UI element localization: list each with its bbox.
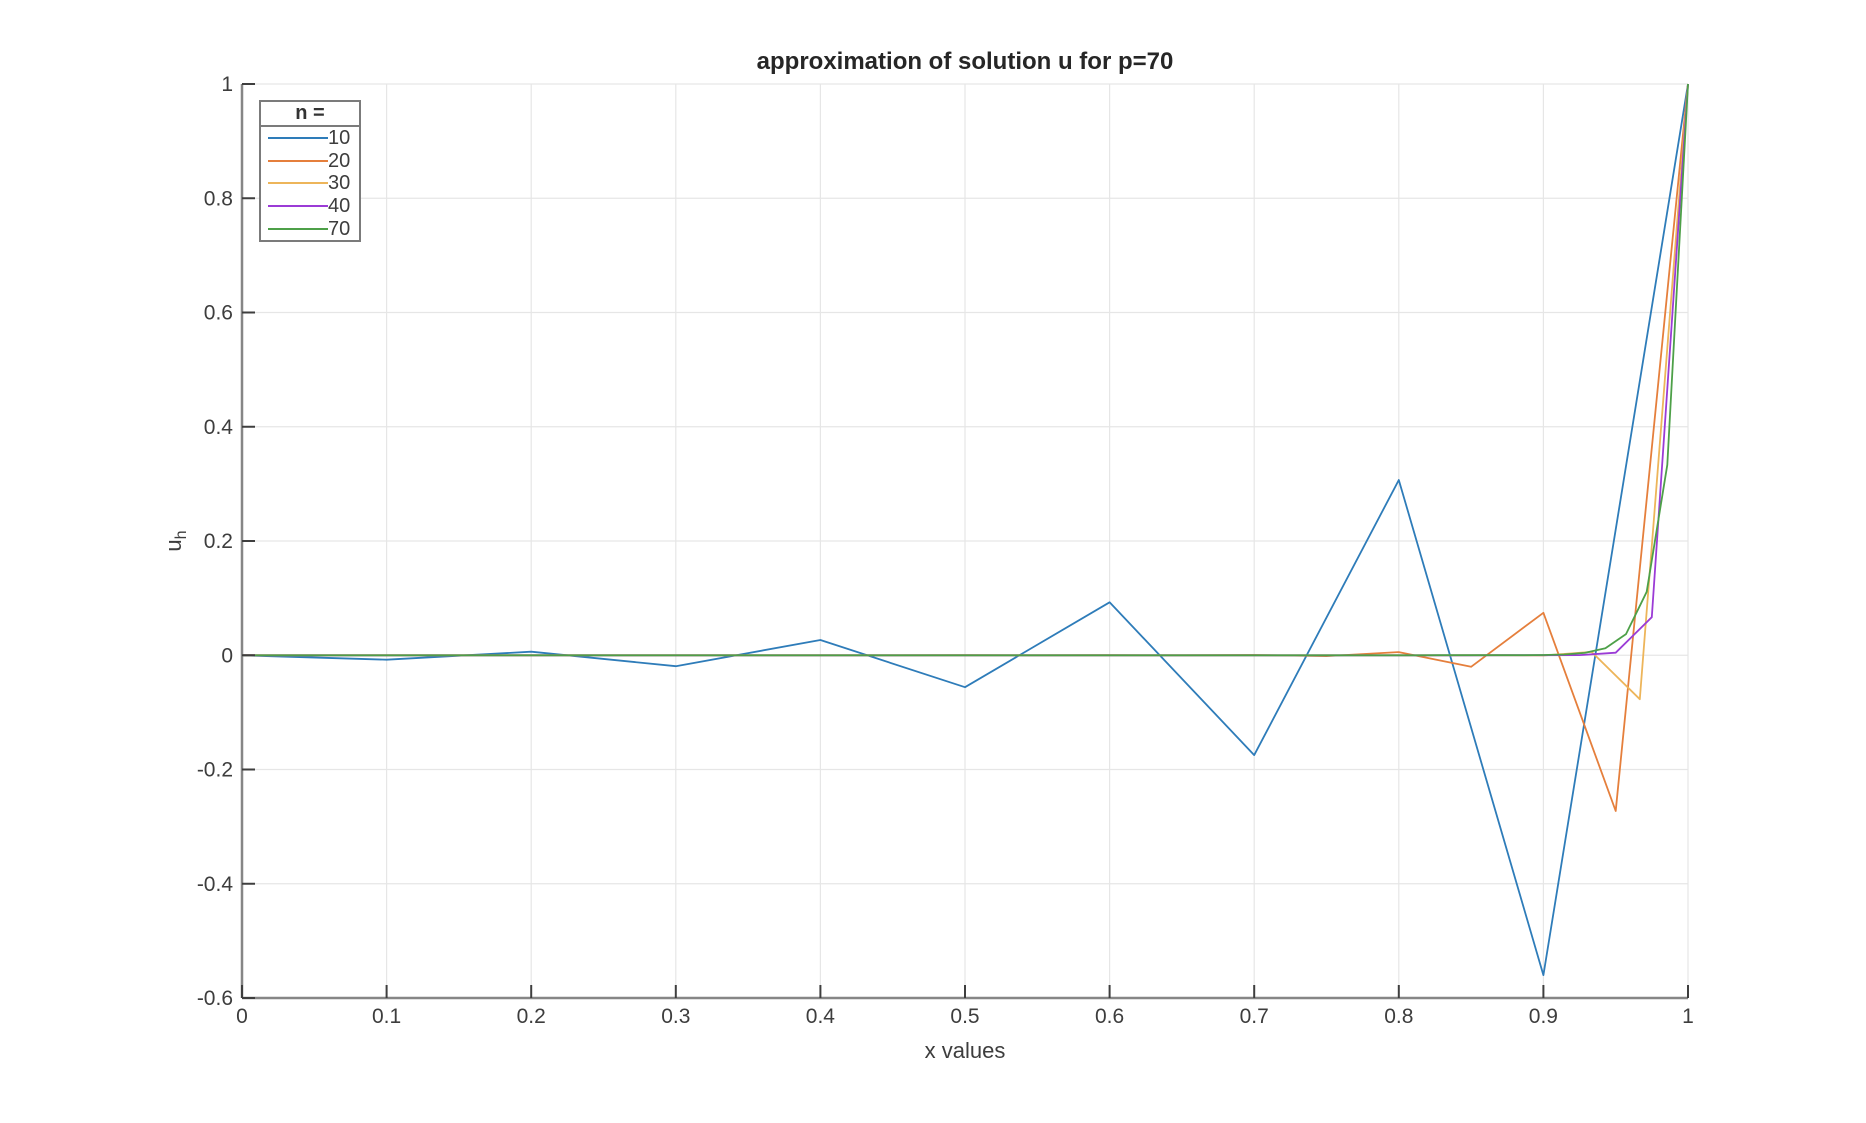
legend-entry: 40: [261, 195, 359, 218]
legend-entry-label: 30: [328, 172, 351, 195]
axes: [240, 83, 1689, 1000]
legend-entry: 70: [261, 217, 359, 240]
series-lines: [241, 83, 1689, 976]
x-tick-label: 0.5: [950, 1005, 979, 1028]
legend-line-sample: [268, 227, 328, 230]
x-tick-label: 1: [1682, 1005, 1694, 1028]
y-tick-label: 0.4: [204, 416, 234, 439]
legend-entry-label: 10: [328, 127, 351, 150]
y-tick-label: 0.6: [204, 302, 233, 325]
y-tick-label: -0.4: [197, 873, 234, 896]
x-tick-label: 0: [236, 1005, 248, 1028]
legend-entry: 20: [261, 150, 359, 173]
x-tick-label: 0.2: [517, 1005, 546, 1028]
legend-title: n =: [261, 102, 359, 127]
legend-line-sample: [268, 159, 328, 162]
y-axis-label-main: u: [160, 539, 186, 552]
legend-line-sample: [268, 182, 328, 185]
x-tick-label: 0.4: [806, 1005, 836, 1028]
series-line-n70: [242, 83, 1689, 657]
legend-rows: 10 20 30 40 70: [261, 127, 359, 240]
x-tick-label: 0.3: [661, 1005, 690, 1028]
y-tick-label: 0.8: [204, 187, 233, 210]
x-tick-label: 0.7: [1240, 1005, 1269, 1028]
legend-line-sample: [268, 205, 328, 208]
legend-entry: 10: [261, 127, 359, 150]
x-tick-label: 0.6: [1095, 1005, 1124, 1028]
x-tick-label: 0.1: [372, 1005, 401, 1028]
legend-entry-label: 20: [328, 149, 351, 172]
series-line-n10: [241, 83, 1689, 976]
x-tick-label: 0.8: [1384, 1005, 1413, 1028]
legend-entry-label: 40: [328, 195, 351, 218]
x-axis-label: x values: [924, 1038, 1006, 1063]
gridlines: [241, 83, 1689, 999]
y-tick-label: -0.6: [197, 987, 233, 1010]
tick-labels: 0 0.1 0.2 0.3 0.4 0.5 0.6 0.7 0.8 0.9 1 -0.6 -0.4 -0.…: [197, 73, 1694, 1028]
legend: n = 10 20 30 40 70: [259, 100, 361, 242]
y-tick-label: -0.2: [197, 759, 233, 782]
x-tick-label: 0.9: [1529, 1005, 1558, 1028]
legend-line-sample: [268, 137, 328, 140]
chart-title: approximation of solution u for p=70: [756, 48, 1174, 75]
legend-entry: 30: [261, 172, 359, 195]
y-tick-label: 1: [221, 73, 233, 96]
y-axis-label-subscript: h: [173, 530, 191, 540]
y-tick-label: 0.2: [204, 530, 233, 553]
y-tick-label: 0: [221, 644, 233, 667]
legend-entry-label: 70: [328, 217, 351, 240]
